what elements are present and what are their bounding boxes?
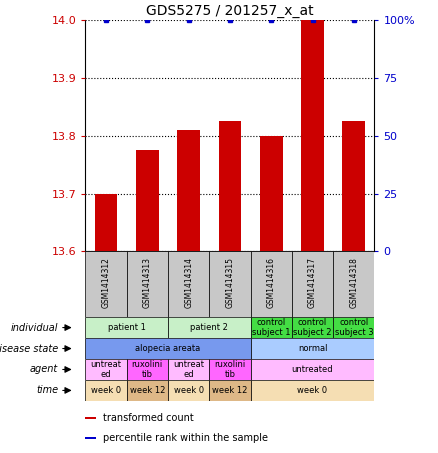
Bar (85, 338, 251, 359)
Text: GSM1414313: GSM1414313 (143, 257, 152, 308)
Text: week 12: week 12 (130, 386, 165, 395)
Bar (168, 359, 209, 380)
Text: GSM1414314: GSM1414314 (184, 257, 193, 308)
Bar (95, 194, 117, 251)
Bar (209, 380, 251, 401)
Bar (85, 380, 127, 401)
Text: week 0: week 0 (173, 386, 204, 395)
Bar (85, 317, 168, 338)
Bar (251, 338, 374, 359)
Text: agent: agent (30, 365, 58, 375)
Text: GSM1414318: GSM1414318 (350, 257, 358, 308)
Bar (136, 150, 159, 251)
Text: untreated: untreated (292, 365, 333, 374)
Bar (85, 437, 96, 439)
Text: week 12: week 12 (212, 386, 247, 395)
Text: control
subject 1: control subject 1 (252, 318, 290, 337)
Text: percentile rank within the sample: percentile rank within the sample (103, 433, 268, 443)
Bar (168, 380, 209, 401)
Bar (301, 20, 324, 251)
Bar (85, 359, 127, 380)
Title: GDS5275 / 201257_x_at: GDS5275 / 201257_x_at (146, 4, 314, 18)
Text: untreat
ed: untreat ed (173, 360, 204, 379)
Bar (168, 251, 209, 317)
Text: patient 1: patient 1 (108, 323, 146, 332)
Text: week 0: week 0 (297, 386, 328, 395)
Text: disease state: disease state (0, 343, 58, 353)
Text: transformed count: transformed count (103, 413, 194, 423)
Bar (85, 417, 96, 419)
Bar (177, 130, 200, 251)
Text: patient 2: patient 2 (191, 323, 228, 332)
Text: week 0: week 0 (91, 386, 121, 395)
Text: GSM1414315: GSM1414315 (226, 257, 234, 308)
Bar (127, 359, 168, 380)
Text: control
subject 3: control subject 3 (335, 318, 373, 337)
Bar (168, 317, 251, 338)
Bar (251, 380, 374, 401)
Bar (251, 359, 374, 380)
Bar (333, 251, 374, 317)
Text: time: time (36, 386, 58, 395)
Bar (251, 317, 292, 338)
Bar (127, 251, 168, 317)
Bar (343, 121, 365, 251)
Bar (127, 380, 168, 401)
Text: normal: normal (298, 344, 327, 353)
Text: untreat
ed: untreat ed (91, 360, 122, 379)
Text: individual: individual (11, 323, 58, 333)
Text: ruxolini
tib: ruxolini tib (132, 360, 163, 379)
Bar (251, 251, 292, 317)
Bar (209, 359, 251, 380)
Bar (292, 251, 333, 317)
Text: GSM1414312: GSM1414312 (102, 257, 110, 308)
Text: alopecia areata: alopecia areata (135, 344, 201, 353)
Bar (292, 317, 333, 338)
Bar (333, 317, 374, 338)
Text: GSM1414316: GSM1414316 (267, 257, 276, 308)
Bar (209, 251, 251, 317)
Bar (85, 251, 127, 317)
Text: GSM1414317: GSM1414317 (308, 257, 317, 308)
Bar (260, 136, 283, 251)
Text: control
subject 2: control subject 2 (293, 318, 332, 337)
Bar (219, 121, 241, 251)
Text: ruxolini
tib: ruxolini tib (214, 360, 246, 379)
